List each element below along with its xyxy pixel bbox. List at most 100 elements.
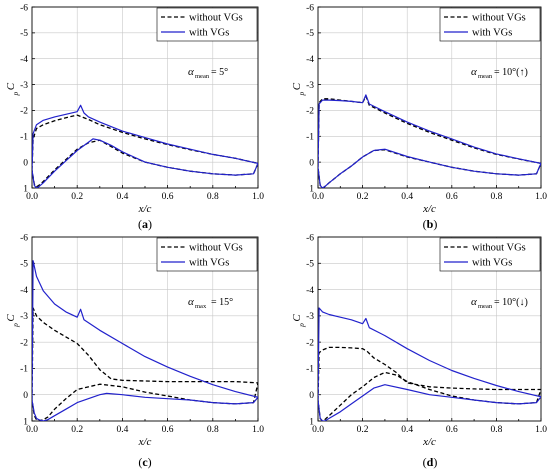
x-tick-label: 0.4: [116, 425, 128, 435]
angle-annotation-subscript: max: [195, 303, 207, 310]
caption-paren-close: ): [148, 217, 152, 231]
y-axis-title: C: [5, 314, 17, 322]
legend-box: [156, 7, 258, 42]
y-tick-label: -1: [20, 365, 28, 375]
x-tick-label: 0.0: [26, 425, 38, 435]
x-tick-label: 0.0: [26, 192, 38, 202]
x-tick-label: 0.0: [312, 425, 324, 435]
x-tick-label: 0.2: [357, 425, 369, 435]
y-tick-label: -4: [20, 55, 28, 65]
caption-paren-close: ): [148, 455, 152, 469]
y-tick-label: -1: [306, 365, 314, 375]
y-tick-label: 0: [309, 158, 314, 168]
y-tick-label: -5: [306, 29, 314, 39]
y-tick-label: -3: [20, 81, 28, 91]
y-tick-label: -3: [20, 312, 28, 322]
y-tick-label: -2: [20, 107, 28, 117]
y-axis-subscript: p: [11, 92, 20, 97]
y-tick-label: -4: [306, 286, 314, 296]
y-tick-label: -3: [306, 81, 314, 91]
x-axis-title: x/c: [138, 203, 152, 215]
y-tick-label: 1: [23, 417, 28, 427]
y-tick-label: -4: [20, 286, 28, 296]
y-axis-subscript: p: [297, 92, 306, 97]
legend-label: without VGs: [189, 243, 243, 254]
y-tick-label: -5: [306, 260, 314, 270]
x-tick-label: 0.8: [490, 425, 502, 435]
angle-annotation-subscript: mean: [478, 73, 493, 80]
caption-paren-close: ): [433, 217, 437, 231]
panel-caption: (c): [138, 455, 151, 469]
y-tick-label: -6: [20, 233, 28, 243]
y-tick-label: -5: [20, 260, 28, 270]
y-tick-label: -1: [20, 133, 28, 143]
caption-paren-close: ): [433, 455, 437, 469]
x-tick-label: 0.4: [116, 192, 128, 202]
legend: without VGs with VGs: [156, 7, 258, 42]
x-tick-label: 0.6: [162, 192, 174, 202]
y-tick-label: -2: [306, 338, 314, 348]
x-axis-title: x/c: [422, 436, 436, 448]
angle-annotation-value: = 15°: [211, 297, 233, 308]
legend: without VGs with VGs: [439, 7, 541, 42]
y-tick-label: 0: [23, 158, 28, 168]
series-line-with-vgs: [32, 260, 258, 421]
caption-letter: a: [142, 217, 148, 231]
series-line-with-vgs: [318, 94, 541, 188]
legend-label: without VGs: [472, 13, 526, 24]
angle-annotation-symbol: α: [471, 296, 477, 308]
y-tick-label: -4: [306, 55, 314, 65]
series-line-with-vgs: [32, 104, 258, 188]
y-tick-label: -1: [306, 133, 314, 143]
legend-label: with VGs: [189, 28, 229, 39]
angle-annotation-symbol: α: [471, 66, 477, 78]
caption-paren-open: (: [138, 217, 142, 231]
x-tick-label: 0.8: [490, 192, 502, 202]
caption-paren-open: (: [423, 455, 427, 469]
chart-panel-3: 0.0 0.2 0.4 0.6 0.8 1.0 -6 -5 -4 -3 -2 -1 0 1 x/c Cp wit…: [5, 233, 264, 469]
caption-letter: d: [427, 455, 434, 469]
angle-annotation-value: = 10°(↓): [494, 297, 528, 308]
x-axis-title: x/c: [422, 203, 436, 215]
y-axis-title: C: [5, 82, 17, 90]
x-tick-label: 0.2: [71, 192, 83, 202]
legend-label: with VGs: [472, 258, 512, 269]
angle-annotation-value: = 5°: [211, 67, 228, 78]
legend-label: with VGs: [472, 28, 512, 39]
series-line-without-vgs: [32, 114, 258, 188]
legend-box: [439, 7, 541, 42]
x-axis-title: x/c: [138, 436, 152, 448]
y-tick-label: 1: [309, 417, 314, 427]
y-tick-label: -2: [306, 107, 314, 117]
x-tick-label: 0.4: [401, 192, 413, 202]
angle-annotation-value: = 10°(↑): [494, 67, 528, 78]
caption-letter: b: [427, 217, 434, 231]
legend-box: [156, 237, 258, 272]
caption-letter: c: [142, 455, 148, 469]
x-tick-label: 0.4: [401, 425, 413, 435]
x-tick-label: 0.6: [162, 425, 174, 435]
y-axis-subscript: p: [11, 323, 20, 328]
legend-label: without VGs: [472, 243, 526, 254]
y-tick-label: -2: [20, 338, 28, 348]
panel-caption: (a): [138, 217, 152, 231]
y-tick-label: 1: [309, 184, 314, 194]
y-tick-label: -6: [306, 233, 314, 243]
caption-paren-open: (: [423, 217, 427, 231]
y-tick-label: 0: [309, 391, 314, 401]
legend-box: [439, 237, 541, 272]
y-tick-label: -6: [20, 3, 28, 13]
chart-panel-1: 0.0 0.2 0.4 0.6 0.8 1.0 -6 -5 -4 -3 -2 -1 0 1 x/c Cp wit…: [5, 3, 264, 231]
x-tick-label: 0.6: [446, 425, 458, 435]
series-line-without-vgs: [32, 307, 258, 421]
x-tick-label: 0.2: [71, 425, 83, 435]
x-tick-label: 1.0: [535, 425, 547, 435]
x-tick-label: 1.0: [252, 425, 264, 435]
y-tick-label: -6: [306, 3, 314, 13]
angle-annotation-symbol: α: [188, 66, 194, 78]
chart-panel-2: 0.0 0.2 0.4 0.6 0.8 1.0 -6 -5 -4 -3 -2 -1 0 1 x/c Cp wit…: [291, 3, 547, 231]
y-tick-label: 1: [23, 184, 28, 194]
y-tick-label: -5: [20, 29, 28, 39]
angle-annotation-subscript: mean: [195, 73, 210, 80]
